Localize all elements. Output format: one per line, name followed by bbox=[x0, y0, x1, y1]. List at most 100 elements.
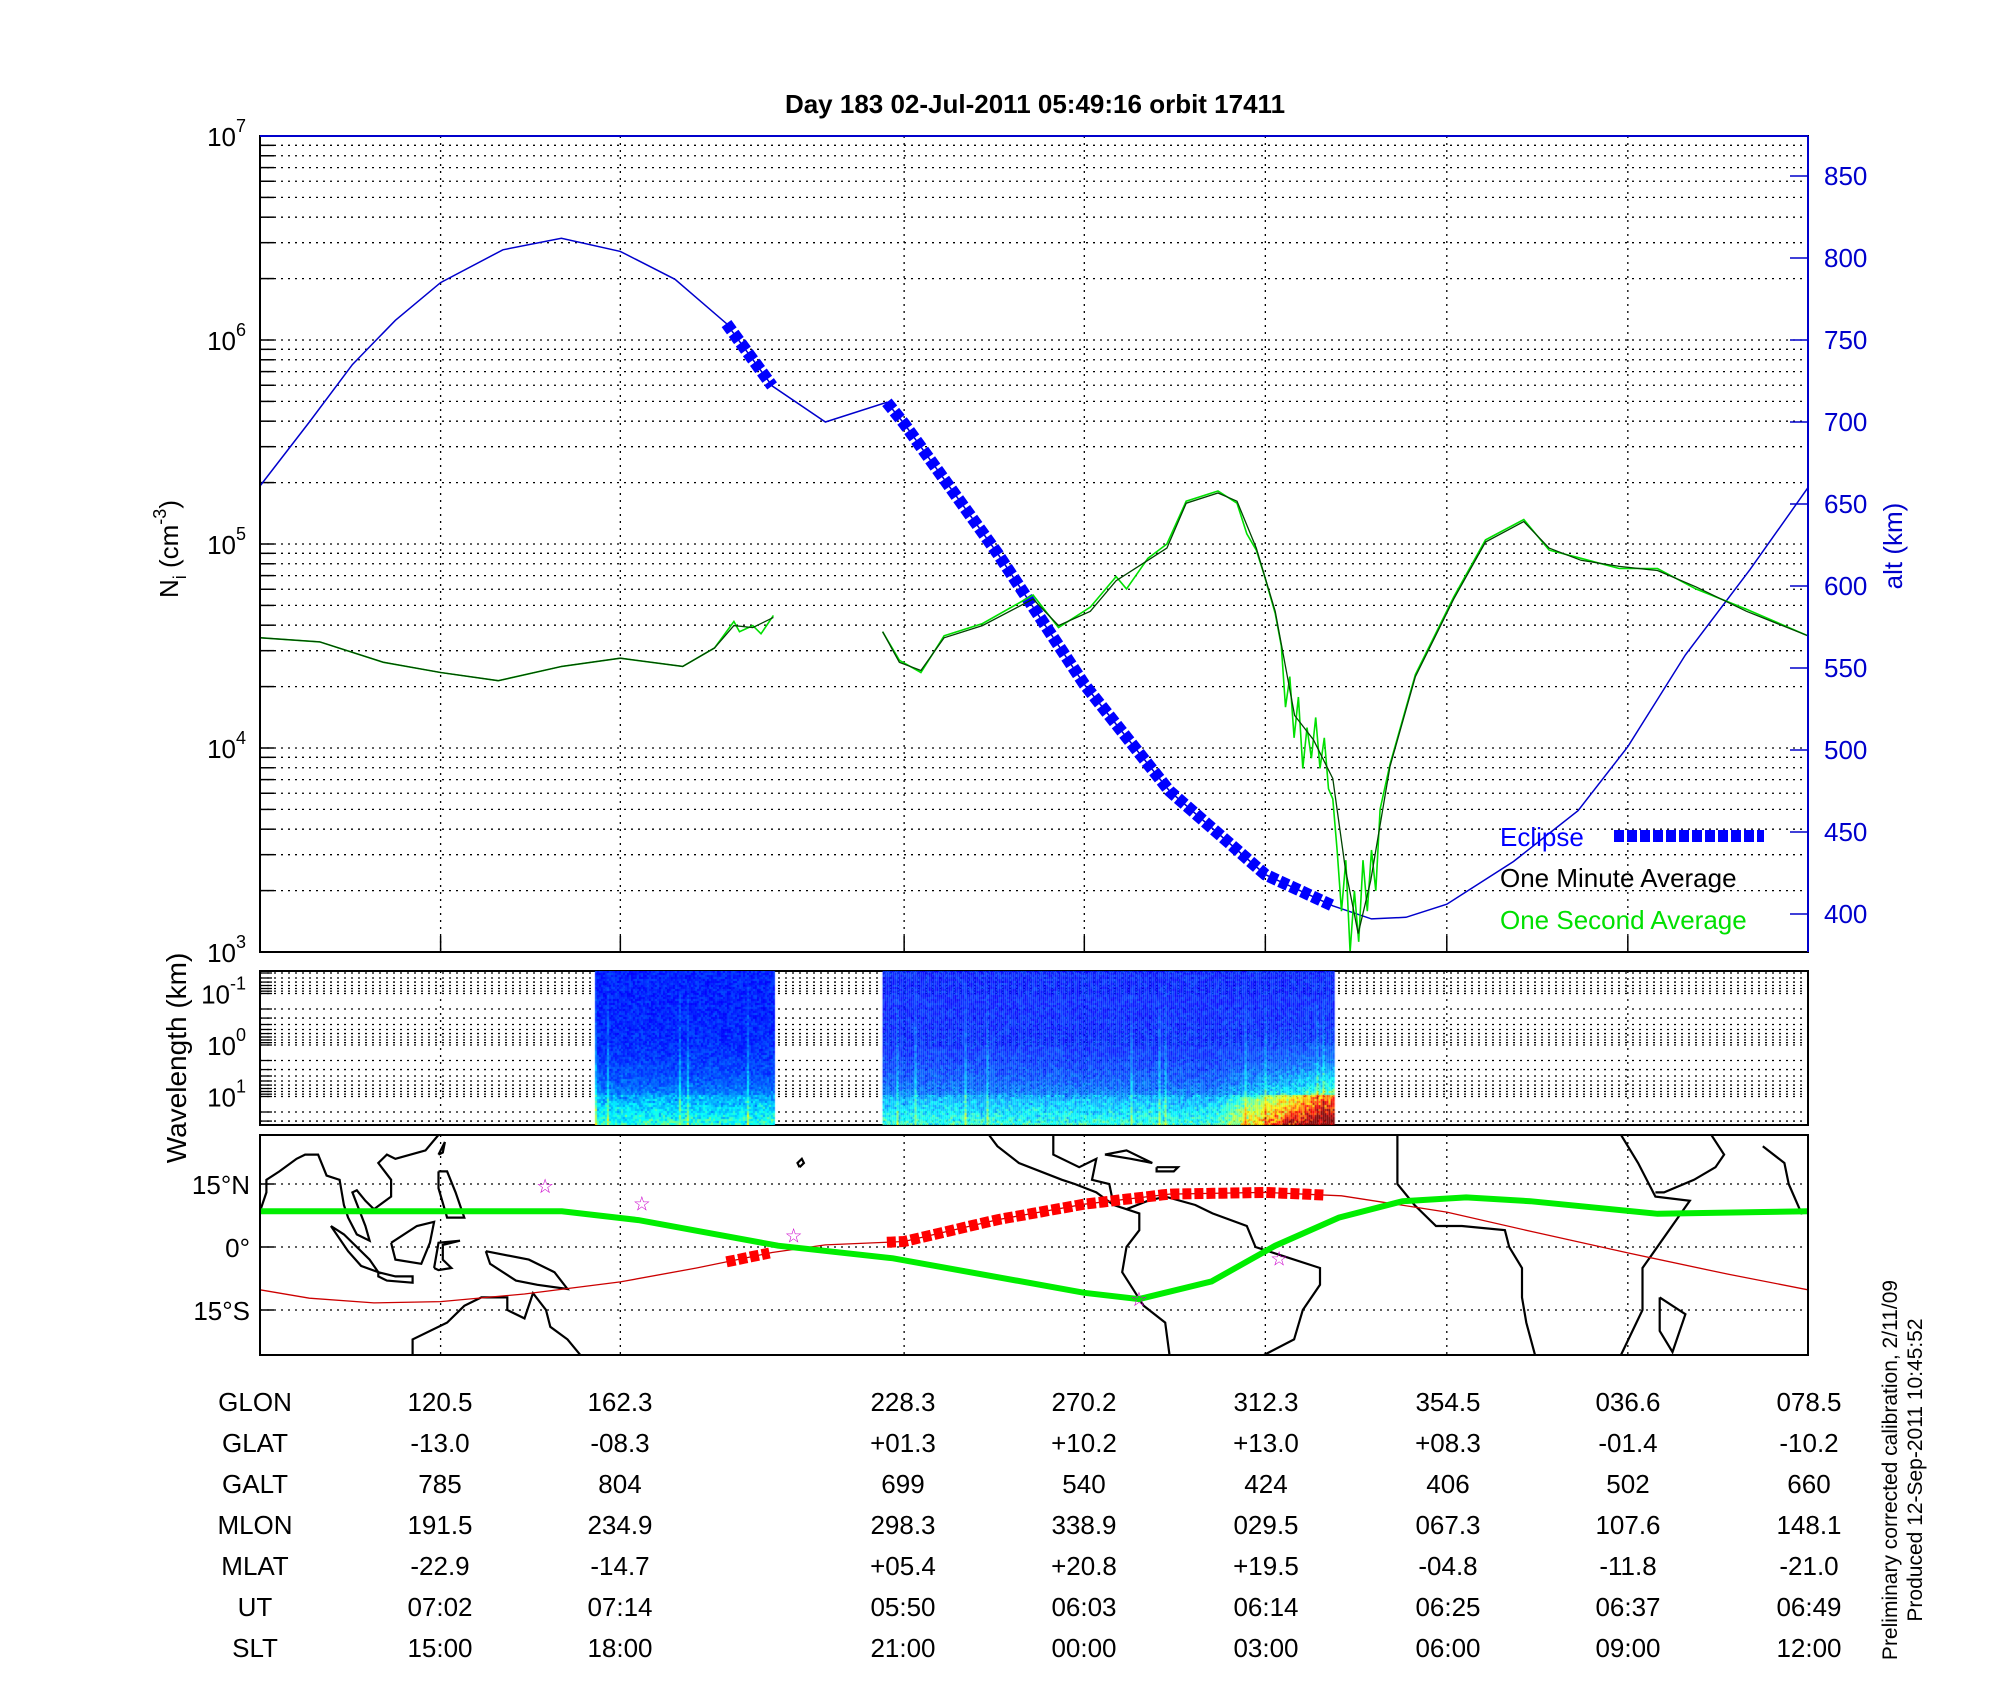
density-tick-label: 106 bbox=[207, 320, 246, 356]
alt-axis-label: alt (km) bbox=[1878, 503, 1908, 590]
density-tick-base: 10 bbox=[207, 326, 236, 356]
spectrogram-tick-label: 100 bbox=[207, 1025, 246, 1061]
table-cell: 406 bbox=[1426, 1469, 1469, 1499]
table-cell: 06:00 bbox=[1415, 1633, 1480, 1663]
one-minute-average-line bbox=[260, 616, 774, 682]
row-label-mlat: MLAT bbox=[221, 1551, 289, 1581]
table-cell: 298.3 bbox=[870, 1510, 935, 1540]
coastline bbox=[433, 1239, 461, 1272]
map-content: ☆ ☆ ☆ ☆ ☆ bbox=[260, 1135, 1808, 1355]
table-cell: 06:49 bbox=[1776, 1592, 1841, 1622]
table-cell: 06:37 bbox=[1595, 1592, 1660, 1622]
table-cell: 191.5 bbox=[407, 1510, 472, 1540]
table-cell: -13.0 bbox=[410, 1428, 469, 1458]
star-marker-icon: ☆ bbox=[1270, 1248, 1288, 1270]
table-cell: 05:50 bbox=[870, 1592, 935, 1622]
table-cell: -08.3 bbox=[590, 1428, 649, 1458]
coastline bbox=[1155, 1166, 1181, 1173]
density-tick-exp: 6 bbox=[236, 320, 246, 340]
coastline bbox=[1658, 1296, 1687, 1355]
spectrogram-tick-base: 10 bbox=[207, 1083, 236, 1113]
coastline bbox=[1052, 1135, 1115, 1206]
row-label-glat: GLAT bbox=[222, 1428, 288, 1458]
alt-tick-label: 650 bbox=[1824, 489, 1867, 519]
coastline bbox=[411, 1290, 582, 1355]
table-cell: 029.5 bbox=[1233, 1510, 1298, 1540]
table-cell: 699 bbox=[881, 1469, 924, 1499]
table-cell: 234.9 bbox=[587, 1510, 652, 1540]
spectrogram-tick-base: 10 bbox=[207, 1031, 236, 1061]
table-cell: 804 bbox=[598, 1469, 641, 1499]
density-label-exp: -3 bbox=[150, 509, 170, 525]
alt-tick-label: 800 bbox=[1824, 243, 1867, 273]
figure-title: Day 183 02-Jul-2011 05:49:16 orbit 17411 bbox=[785, 89, 1285, 119]
table-cell: 078.5 bbox=[1776, 1387, 1841, 1417]
map-lat-tick-label: 0° bbox=[225, 1233, 250, 1263]
table-cell: 338.9 bbox=[1051, 1510, 1116, 1540]
table-cell: 06:14 bbox=[1233, 1592, 1298, 1622]
density-tick-label: 103 bbox=[207, 932, 246, 968]
alt-tick-label: 850 bbox=[1824, 161, 1867, 191]
orbit-table: GLON 120.5 162.3 228.3 270.2 312.3 354.5 036.6 0… bbox=[217, 1387, 1841, 1663]
map-frame bbox=[259, 1134, 1809, 1356]
coastline bbox=[390, 1220, 436, 1266]
table-cell: 06:25 bbox=[1415, 1592, 1480, 1622]
alt-tick-label: 600 bbox=[1824, 571, 1867, 601]
track-eclipse-segment bbox=[725, 1247, 771, 1268]
table-cell: 270.2 bbox=[1051, 1387, 1116, 1417]
spectrogram-tick-label: 10-1 bbox=[201, 974, 246, 1010]
table-cell: 06:03 bbox=[1051, 1592, 1116, 1622]
density-tick-exp: 5 bbox=[236, 524, 246, 544]
density-tick-label: 105 bbox=[207, 524, 246, 560]
table-cell: -04.8 bbox=[1418, 1551, 1477, 1581]
table-cell: 162.3 bbox=[587, 1387, 652, 1417]
coastline bbox=[1620, 1135, 1692, 1355]
table-cell: +01.3 bbox=[870, 1428, 936, 1458]
spectrogram-tick-exp: -1 bbox=[230, 974, 246, 994]
table-cell: 07:02 bbox=[407, 1592, 472, 1622]
coastline bbox=[484, 1250, 571, 1291]
table-cell: +08.3 bbox=[1415, 1428, 1481, 1458]
map-lat-tick-label: 15°N bbox=[192, 1170, 250, 1200]
coastline bbox=[796, 1156, 806, 1168]
coastline bbox=[437, 1141, 446, 1156]
coastline bbox=[1104, 1149, 1153, 1165]
table-cell: +20.8 bbox=[1051, 1551, 1117, 1581]
row-label-ut: UT bbox=[238, 1592, 273, 1622]
one-second-average-line bbox=[881, 490, 1809, 953]
table-cell: 148.1 bbox=[1776, 1510, 1841, 1540]
density-tick-base: 10 bbox=[207, 122, 236, 152]
table-cell: 502 bbox=[1606, 1469, 1649, 1499]
table-cell: 036.6 bbox=[1595, 1387, 1660, 1417]
coastline bbox=[260, 1135, 440, 1243]
coastline bbox=[1762, 1145, 1808, 1215]
table-cell: +19.5 bbox=[1233, 1551, 1299, 1581]
map-lat-ticks: 15°N 0° 15°S bbox=[192, 1170, 250, 1326]
table-cell: 312.3 bbox=[1233, 1387, 1298, 1417]
table-cell: 354.5 bbox=[1415, 1387, 1480, 1417]
table-cell: -21.0 bbox=[1779, 1551, 1838, 1581]
row-label-galt: GALT bbox=[222, 1469, 288, 1499]
table-cell: 03:00 bbox=[1233, 1633, 1298, 1663]
density-axis-label: Ni (cm-3) bbox=[150, 500, 190, 598]
legend: Eclipse One Minute Average One Second Av… bbox=[1500, 822, 1764, 935]
table-cell: 00:00 bbox=[1051, 1633, 1116, 1663]
row-label-mlon: MLON bbox=[217, 1510, 292, 1540]
alt-axis-ticks: 400 450 500 550 600 650 700 750 800 850 bbox=[1790, 161, 1867, 929]
alt-tick-label: 450 bbox=[1824, 817, 1867, 847]
calibration-note: Preliminary corrected calibration, 2/11/… bbox=[1879, 1280, 1902, 1660]
density-plot-grid bbox=[260, 136, 1808, 952]
table-cell: 228.3 bbox=[870, 1387, 935, 1417]
density-tick-base: 10 bbox=[207, 734, 236, 764]
produced-note: Produced 12-Sep-2011 10:45:52 bbox=[1904, 1318, 1927, 1621]
coastline bbox=[377, 1271, 414, 1284]
table-cell: 18:00 bbox=[587, 1633, 652, 1663]
table-cell: 107.6 bbox=[1595, 1510, 1660, 1540]
eclipse-segment bbox=[882, 398, 1336, 912]
density-tick-base: 10 bbox=[207, 530, 236, 560]
one-minute-average-line bbox=[882, 492, 1809, 934]
density-label-close: ) bbox=[154, 500, 184, 509]
star-marker-icon: ☆ bbox=[633, 1194, 651, 1216]
